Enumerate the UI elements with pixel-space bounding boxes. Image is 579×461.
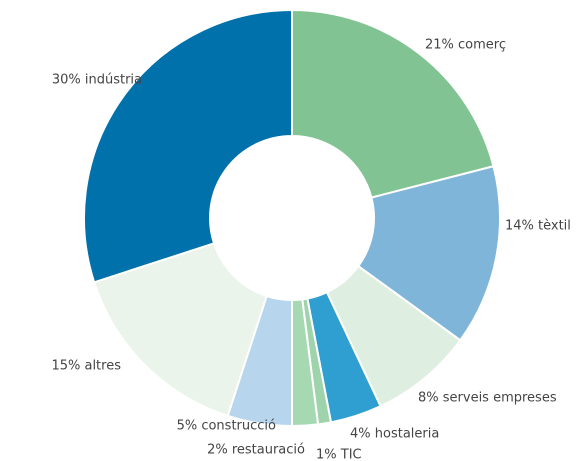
slice-label: 30% indústria bbox=[52, 73, 142, 88]
slice-label: 4% hostaleria bbox=[350, 427, 439, 442]
slice-label: 21% comerç bbox=[425, 38, 506, 53]
donut-slice bbox=[92, 242, 268, 418]
slice-label: 2% restauració bbox=[207, 443, 305, 458]
donut-slice bbox=[83, 8, 293, 284]
slice-label: 8% serveis empreses bbox=[418, 391, 557, 406]
slice-label: 5% construcció bbox=[177, 419, 276, 434]
slice-label: 1% TIC bbox=[316, 448, 362, 461]
slice-label: 15% altres bbox=[51, 359, 121, 374]
donut-slice bbox=[356, 165, 501, 342]
donut-slice bbox=[291, 8, 495, 199]
slice-label: 14% tèxtil bbox=[505, 219, 571, 234]
